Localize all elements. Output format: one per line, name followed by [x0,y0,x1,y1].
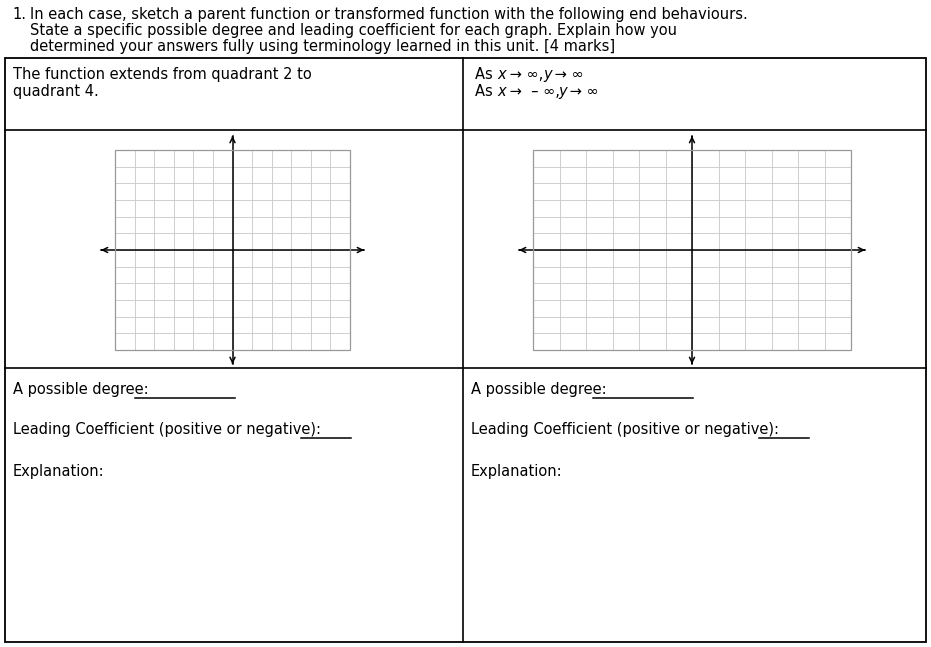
Text: → ∞: → ∞ [565,84,599,99]
Text: Explanation:: Explanation: [471,464,562,479]
Text: y: y [543,67,552,82]
Text: →  – ∞,: → – ∞, [505,84,564,99]
Text: determined your answers fully using terminology learned in this unit. [4 marks]: determined your answers fully using term… [30,39,615,54]
Bar [533,150,851,350]
Text: Leading Coefficient (positive or negative):: Leading Coefficient (positive or negativ… [13,422,321,437]
Text: Leading Coefficient (positive or negative):: Leading Coefficient (positive or negativ… [471,422,779,437]
Text: The function extends from quadrant 2 to: The function extends from quadrant 2 to [13,67,312,82]
Text: As: As [475,84,497,99]
Text: x: x [497,67,506,82]
Text: A possible degree:: A possible degree: [471,382,607,397]
Text: → ∞,: → ∞, [505,67,547,82]
Text: As: As [475,67,497,82]
Text: A possible degree:: A possible degree: [13,382,149,397]
Text: → ∞: → ∞ [550,67,584,82]
Text: In each case, sketch a parent function or transformed function with the followin: In each case, sketch a parent function o… [30,7,748,22]
Text: y: y [558,84,567,99]
Text: Explanation:: Explanation: [13,464,104,479]
Text: x: x [497,84,506,99]
Text: 1.: 1. [12,7,26,22]
Text: State a specific possible degree and leading coefficient for each graph. Explain: State a specific possible degree and lea… [30,23,677,38]
Text: quadrant 4.: quadrant 4. [13,84,99,99]
Bar [115,150,350,350]
